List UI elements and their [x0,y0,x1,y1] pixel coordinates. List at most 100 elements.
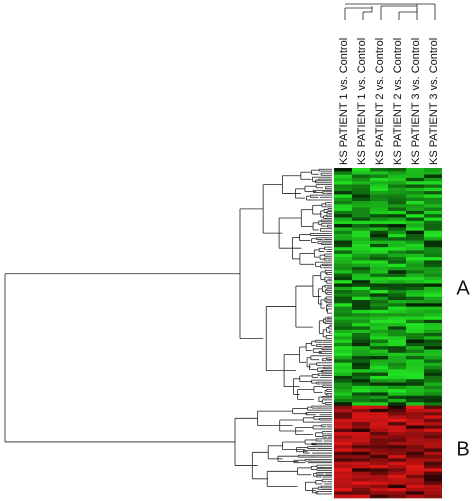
heatmap-cell [406,280,424,284]
heatmap-cell [334,346,352,350]
heatmap-cell [388,471,406,476]
heatmap-cell [406,488,424,492]
heatmap-cell [334,280,352,284]
heatmap-cell [388,234,406,238]
column-label: KS PATIENT 3 vs. Control [410,38,422,165]
heatmap-cell [370,478,388,482]
heatmap-cell [424,435,442,439]
heatmap-cell [424,243,442,248]
heatmap-cell [424,375,442,380]
heatmap-cell [370,168,388,172]
heatmap-cell [406,267,424,271]
heatmap-cell [424,309,442,314]
heatmap-cell [406,260,424,264]
heatmap-cell [352,392,370,396]
heatmap-cell [370,290,388,294]
heatmap-cell [334,240,352,245]
heatmap-cell [424,293,442,297]
column-dendrogram [344,3,436,20]
heatmap-cell [424,412,442,416]
heatmap-cell [388,217,406,222]
heatmap-cell [388,194,406,198]
heatmap-cell [424,359,442,363]
heatmap-cell [424,273,442,278]
heatmap-cell [424,342,442,347]
heatmap-cell [424,174,442,179]
heatmap-cell [424,168,442,172]
heatmap-cell [352,375,370,380]
heatmap-cell [424,214,442,218]
heatmap-cell [352,441,370,446]
heatmap-cell [388,425,406,429]
heatmap-cell [334,323,352,327]
heatmap-cell [388,267,406,271]
heatmap-cell [334,230,352,235]
heatmap-cell [388,168,406,172]
heatmap-cell [352,405,370,410]
heatmap-cell [352,306,370,311]
heatmap-cell [388,273,406,278]
heatmap-cell [406,451,424,456]
heatmap-cell [352,257,370,261]
heatmap-cell [388,359,406,363]
heatmap-cell [370,230,388,235]
heatmap-cell [406,461,424,466]
heatmap-cell [406,300,424,304]
heatmap-cell [334,207,352,212]
heatmap-cell [388,422,406,426]
heatmap-cell [352,339,370,344]
heatmap-cell [424,491,442,495]
heatmap-cell [334,458,352,462]
heatmap-cell [424,445,442,449]
heatmap-cell [388,220,406,225]
heatmap-cell [406,408,424,413]
heatmap-cell [352,177,370,182]
heatmap-cell [424,451,442,456]
heatmap-cell [370,366,388,370]
heatmap-cell [424,290,442,294]
heatmap-cell [370,309,388,314]
heatmap-cell [388,382,406,387]
heatmap-cell [370,425,388,429]
heatmap-cell [406,333,424,337]
heatmap-cell [388,481,406,486]
heatmap-cell [388,488,406,492]
heatmap-cell [352,168,370,172]
heatmap-cell [388,346,406,350]
heatmap-cell [370,243,388,248]
heatmap-cell [334,389,352,393]
heatmap-cell [424,247,442,251]
heatmap-cell [406,465,424,469]
heatmap-cell [334,422,352,426]
heatmap-cell [424,458,442,462]
heatmap-cell [334,441,352,446]
heatmap-cell [334,263,352,268]
heatmap-cell [334,326,352,330]
heatmap-cell [334,382,352,387]
heatmap-cell [424,283,442,288]
heatmap-cell [406,494,424,499]
heatmap-cell [370,369,388,373]
heatmap-cell [352,243,370,248]
heatmap-cell [424,177,442,182]
heatmap-cell [352,422,370,426]
heatmap-cell [406,329,424,334]
heatmap-cell [388,438,406,443]
heatmap-cell [370,474,388,479]
heatmap-cell [352,197,370,202]
heatmap-cell [370,267,388,271]
heatmap-cell [424,474,442,479]
heatmap-cell [424,379,442,383]
heatmap-cell [424,326,442,330]
heatmap-cell [334,425,352,429]
heatmap-cell [424,270,442,274]
heatmap-cell [370,257,388,261]
heatmap-cell [388,197,406,202]
heatmap-cell [388,362,406,367]
heatmap-cell [334,392,352,396]
heatmap-cell [334,471,352,476]
heatmap-cell [334,455,352,459]
heatmap-cell [406,306,424,311]
heatmap-cell [406,392,424,396]
heatmap-cell [406,474,424,479]
